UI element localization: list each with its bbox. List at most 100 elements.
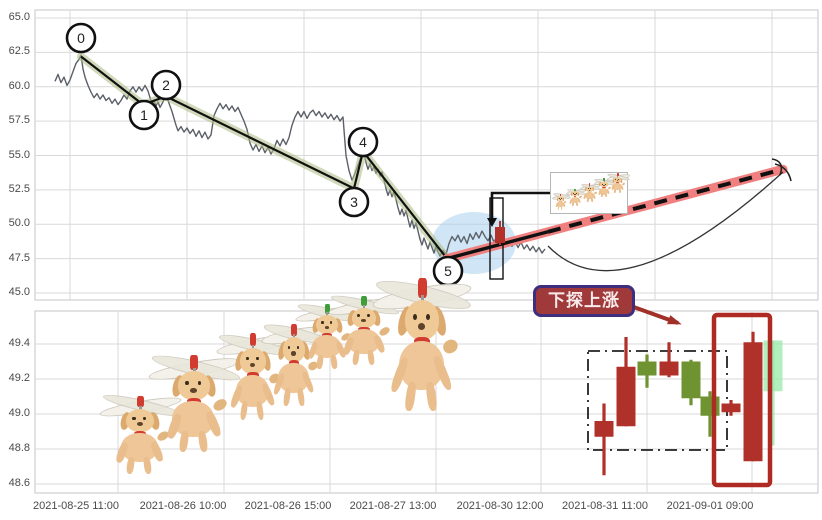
helicopter-rotor-icon <box>136 395 144 408</box>
candle-body <box>594 421 614 437</box>
puppy-nose <box>574 194 576 196</box>
puppy-nose <box>616 180 619 182</box>
wave-line-0-5 <box>80 55 448 260</box>
candlestick <box>616 337 636 427</box>
puppy-eyeL <box>185 381 189 386</box>
candle-body <box>721 403 741 413</box>
top-y-tick-label: 62.5 <box>8 45 30 58</box>
wave-point-number: 5 <box>444 263 452 279</box>
x-axis-datetime-label: 2021-09-01 09:00 <box>666 500 754 512</box>
flying-puppy-image <box>215 330 292 422</box>
wave-point-circle <box>65 22 97 54</box>
flying-puppy-image <box>371 275 474 414</box>
puppy-legBR <box>590 197 593 202</box>
puppy-legBR <box>425 381 439 412</box>
helicopter-rotor-icon <box>616 173 619 177</box>
puppy-body <box>312 334 341 359</box>
dip-then-rise-label: 下探上涨 <box>533 285 635 317</box>
top-y-tick-label: 55.0 <box>8 148 30 161</box>
puppy-eyeR <box>255 356 259 361</box>
puppy-mast <box>560 195 561 197</box>
bottom-y-tick-label: 49.4 <box>8 337 30 349</box>
puppy-nose <box>190 387 197 393</box>
puppy-head <box>600 181 608 188</box>
puppy-eyeR <box>575 193 577 194</box>
helicopter-rotor-icon <box>361 295 368 307</box>
puppy-body <box>599 187 609 195</box>
top-y-tick-label: 45.0 <box>8 286 30 298</box>
wave-point-number: 1 <box>140 107 148 123</box>
callout-leader-line <box>490 191 553 219</box>
puppy-legBR <box>604 193 608 198</box>
bottom-y-tick-label: 49.0 <box>8 407 30 419</box>
x-axis-datetime-label: 2021-08-25 11:00 <box>32 500 120 512</box>
helicopter-rotor-icon <box>324 304 330 314</box>
helicopter-rotor-icon <box>250 333 257 347</box>
helicopter-rotor-icon <box>291 323 298 336</box>
flying-puppy-image <box>327 292 402 366</box>
puppy-nose <box>250 362 256 367</box>
top-y-tick-label: 60.0 <box>8 79 30 92</box>
puppy-eyeL <box>287 345 291 350</box>
puppy-tail <box>440 337 461 357</box>
top-y-tick-label: 57.5 <box>8 114 30 127</box>
puppy-eyeL <box>357 314 361 318</box>
x-axis-datetime-label: 2021-08-26 10:00 <box>139 500 227 512</box>
puppy-legBL <box>586 197 589 202</box>
dashdot-consolidation-box <box>587 350 728 451</box>
puppy-nose <box>361 319 367 323</box>
puppy-head <box>351 307 377 328</box>
puppy-eyeL <box>132 416 136 421</box>
puppy-eyeR <box>296 345 300 350</box>
puppy-mast <box>574 190 576 193</box>
puppy-body <box>585 192 594 199</box>
puppy-legBL <box>600 193 603 198</box>
candlestick <box>743 331 763 462</box>
puppy-head <box>404 300 440 341</box>
puppy-eyeL <box>246 356 249 361</box>
x-axis-datetime-label: 2021-08-27 13:00 <box>349 500 437 512</box>
puppy-legBL <box>613 189 617 194</box>
puppy-nose <box>136 422 143 427</box>
helicopter-rotor-icon <box>574 188 576 192</box>
candle-body <box>616 366 636 427</box>
puppy-head <box>557 196 564 202</box>
puppy-head <box>316 314 338 335</box>
puppy-legBR <box>197 430 209 453</box>
red-candle-marker <box>495 227 505 243</box>
candlestick <box>659 342 679 378</box>
puppies-inset-thumbnail <box>550 172 631 214</box>
helicopter-rotor-icon <box>190 355 199 370</box>
puppy-head <box>282 337 306 363</box>
x-axis-datetime-label: 2021-08-31 11:00 <box>561 500 649 512</box>
wave-point-circle <box>150 69 182 101</box>
puppy-body <box>570 196 579 203</box>
puppy-head <box>571 191 579 197</box>
bottom-y-tick-label: 49.2 <box>8 372 30 384</box>
label-arrowhead-icon <box>667 315 682 325</box>
puppy-legBR <box>366 349 376 365</box>
top-panel-grid <box>34 9 819 301</box>
candle-body <box>659 361 679 376</box>
puppy-eyeL <box>587 188 589 190</box>
puppy-legBL <box>571 201 574 206</box>
puppy-mast <box>420 295 424 306</box>
puppy-mast <box>326 312 329 318</box>
puppy-eyeL <box>573 193 574 194</box>
puppy-tail <box>563 200 567 204</box>
red-highlight-box <box>711 312 773 488</box>
trend-end-hook-mark <box>771 158 783 176</box>
puppy-eyeL <box>615 178 617 180</box>
puppy-legBL <box>316 354 324 370</box>
flying-puppy-image <box>294 300 361 370</box>
flying-puppy-image <box>606 172 631 194</box>
puppy-legBL <box>126 456 136 475</box>
puppy-eyeR <box>425 313 430 320</box>
puppy-legBR <box>296 388 305 407</box>
puppy-eyeL <box>321 321 324 325</box>
trend-end-hook-mark <box>774 163 792 182</box>
candlestick <box>637 354 657 388</box>
puppy-mast <box>293 334 296 341</box>
wave-point-number: 2 <box>162 77 170 93</box>
